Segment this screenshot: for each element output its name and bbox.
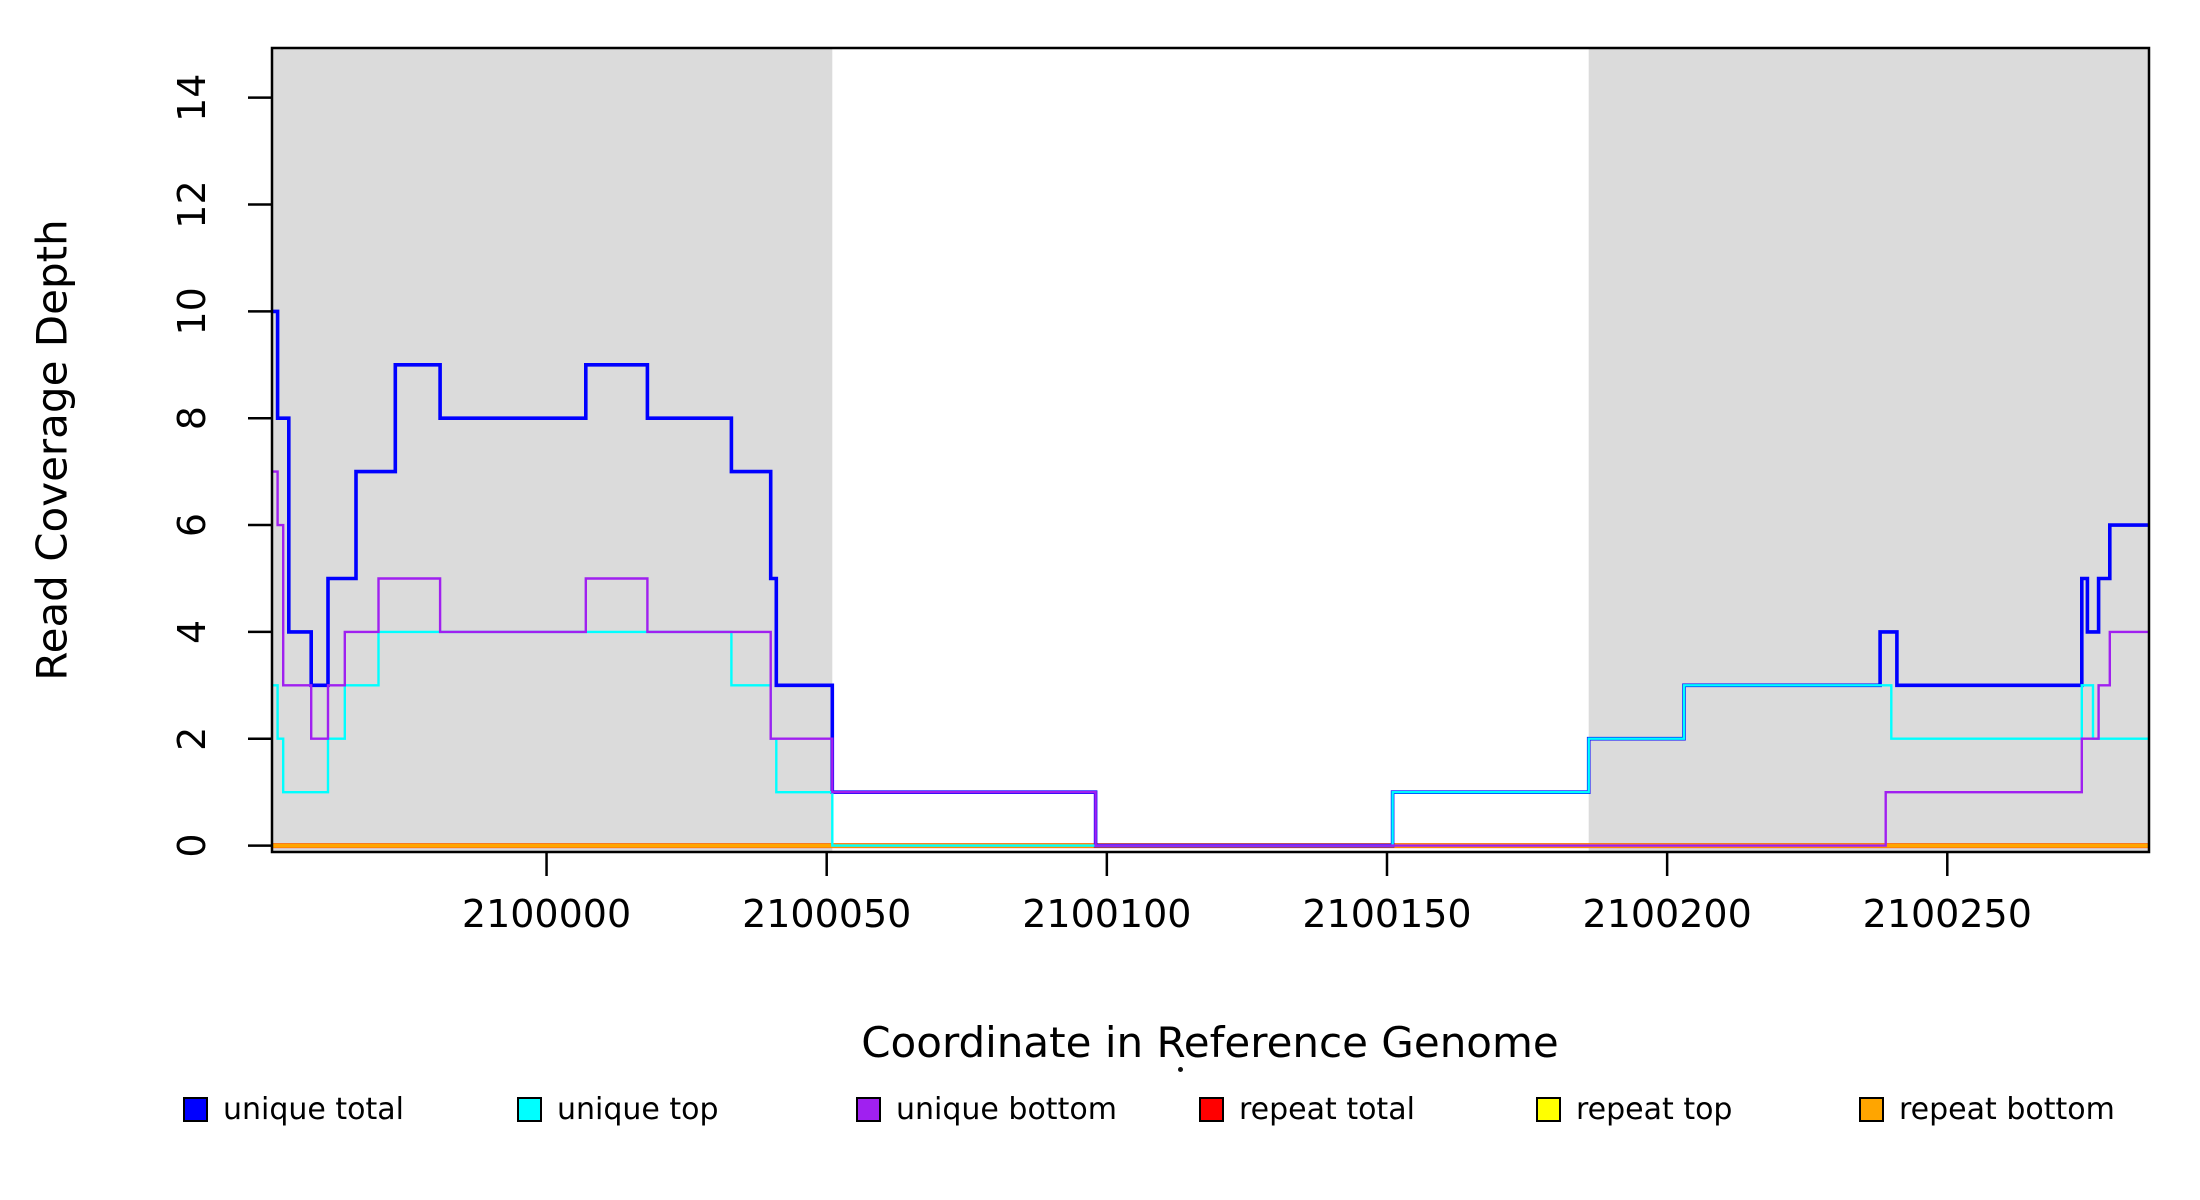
x-tick-label: 2100250 xyxy=(1863,892,2032,936)
y-tick-label: 14 xyxy=(170,74,214,122)
x-axis-title: Coordinate in Reference Genome xyxy=(861,1018,1559,1067)
y-tick-label: 6 xyxy=(170,513,214,537)
y-tick-label: 8 xyxy=(170,406,214,430)
x-tick-label: 2100050 xyxy=(742,892,911,936)
plot-box xyxy=(270,46,2151,854)
x-tick-label: 2100000 xyxy=(462,892,631,936)
x-tick-label: 2100200 xyxy=(1583,892,1752,936)
shaded-repeat-region xyxy=(1588,48,2149,852)
series-line-unique-total xyxy=(272,309,2149,848)
y-tick-label: 12 xyxy=(170,180,214,228)
stray-dot xyxy=(1178,1067,1183,1072)
y-tick-label: 10 xyxy=(170,287,214,335)
y-tick-label: 0 xyxy=(170,833,214,857)
y-tick-label: 2 xyxy=(170,727,214,751)
series-line-unique-top xyxy=(272,630,2149,847)
series-line-unique-bottom xyxy=(272,470,2149,847)
y-tick-label: 4 xyxy=(170,620,214,644)
y-axis-title: Read Coverage Depth xyxy=(27,219,77,681)
shaded-repeat-region xyxy=(272,48,833,852)
x-tick-label: 2100150 xyxy=(1302,892,1471,936)
x-tick-label: 2100100 xyxy=(1022,892,1191,936)
